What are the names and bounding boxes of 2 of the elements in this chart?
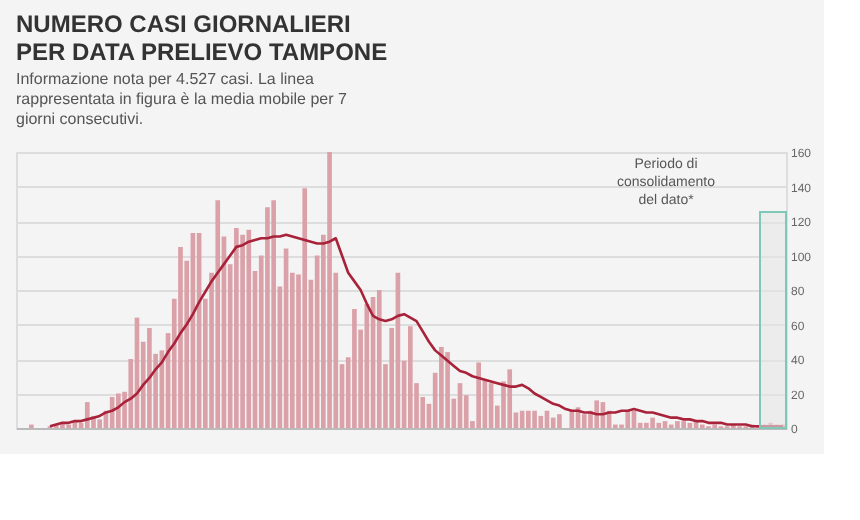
chart-subtitle: Informazione nota per 4.527 casi. La linea rappresentata in figura è la media mobile per 7 giorni consecutivi.: [16, 70, 348, 128]
chart-title: NUMERO CASI GIORNALIERI PER DATA PRELIEVO TAMPONE: [16, 10, 388, 66]
